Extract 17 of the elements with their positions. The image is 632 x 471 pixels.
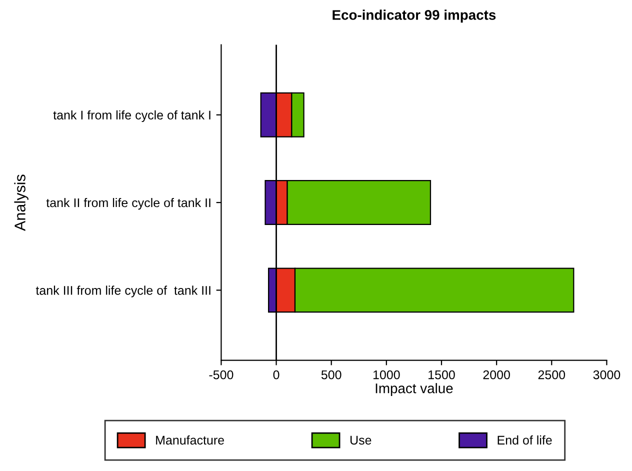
x-tick-label: 1000 bbox=[373, 370, 400, 380]
x-tick-label: 1500 bbox=[428, 370, 455, 380]
y-tick-label: tank I from life cycle of tank I bbox=[53, 110, 210, 122]
y-tick-label: tank III from life cycle of tank III bbox=[36, 286, 210, 298]
legend-label: Manufacture bbox=[156, 435, 224, 445]
x-tick-label: 500 bbox=[321, 370, 342, 380]
x-tick-label: 3000 bbox=[593, 370, 620, 380]
y-axis-title: Analysis bbox=[14, 174, 28, 231]
x-axis-title: Impact value bbox=[376, 383, 453, 396]
x-tick-label: -500 bbox=[209, 370, 234, 380]
x-tick-label: 0 bbox=[273, 370, 280, 380]
legend-label: Use bbox=[350, 436, 372, 445]
legend-label: End of life bbox=[498, 435, 552, 445]
x-tick-label: 2500 bbox=[538, 370, 566, 380]
y-tick-label: tank II from life cycle of tank II bbox=[46, 198, 210, 210]
chart-title: Eco-indicator 99 impacts bbox=[332, 10, 496, 23]
x-tick-label: 2000 bbox=[483, 370, 510, 380]
